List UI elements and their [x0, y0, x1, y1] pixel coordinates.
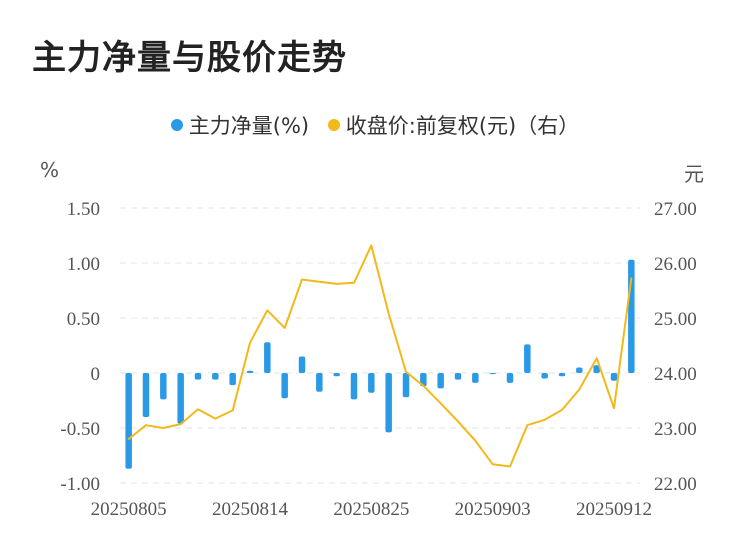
y-right-tick-label: 23.00: [654, 419, 697, 440]
x-tick-label: 20250903: [455, 499, 531, 520]
y-left-tick-label: 1.50: [67, 199, 100, 220]
x-tick-label: 20250805: [91, 499, 167, 520]
bar-main-net: [177, 373, 184, 424]
bar-main-net: [350, 373, 358, 400]
y-right-tick-label: 26.00: [654, 254, 697, 275]
y-right-tick-label: 24.00: [654, 364, 697, 385]
y-left-tick-label: -1.00: [60, 474, 100, 495]
y-right-tick-label: 27.00: [654, 199, 697, 220]
bar-main-net: [437, 373, 444, 389]
bar-main-net: [472, 373, 479, 383]
bar-main-net: [160, 373, 167, 400]
bar-main-net: [246, 370, 254, 373]
bar-main-net: [558, 373, 566, 377]
bar-main-net: [628, 259, 635, 373]
y-right-tick-label: 22.00: [654, 474, 697, 495]
bar-main-net: [368, 373, 375, 393]
legend-item-close-price[interactable]: 收盘价:前复权(元)（右）: [327, 110, 580, 140]
bar-main-net: [264, 342, 271, 373]
bar-main-net: [316, 373, 323, 392]
x-tick-label: 20250912: [576, 499, 652, 520]
bar-main-net: [576, 367, 583, 373]
bar-main-net: [524, 344, 531, 373]
bar-main-net: [489, 373, 496, 375]
bar-main-net: [454, 373, 462, 380]
legend-label-main-net: 主力净量(%): [188, 114, 310, 138]
bar-main-net: [281, 373, 288, 399]
line-close-price: [127, 244, 633, 468]
bar-main-net: [402, 373, 410, 398]
bar-main-net: [142, 373, 150, 417]
y-left-tick-label: 0.50: [67, 309, 100, 330]
bar-main-net: [420, 373, 427, 387]
legend-bar-swatch: [170, 119, 183, 131]
legend-line-swatch: [327, 119, 340, 131]
bar-main-net: [506, 373, 514, 383]
legend-label-close-price: 收盘价:前复权(元)（右）: [345, 114, 580, 138]
x-tick-label: 20250814: [212, 499, 289, 520]
chart-title: 主力净量与股价走势: [32, 38, 347, 78]
left-axis-unit: %: [40, 158, 60, 182]
y-right-tick-label: 25.00: [654, 309, 697, 330]
bar-main-net: [541, 373, 548, 379]
bar-main-net: [593, 365, 600, 373]
chart-legend: 主力净量(%) 收盘价:前复权(元)（右）: [0, 110, 750, 140]
bar-main-net: [125, 373, 132, 469]
bar-main-net: [212, 373, 219, 380]
right-axis-unit: 元: [684, 162, 704, 186]
bar-main-net: [610, 373, 618, 381]
bar-main-net: [229, 373, 236, 386]
bar-main-net: [298, 356, 306, 373]
bar-main-net: [385, 373, 392, 433]
y-left-tick-label: -0.50: [60, 419, 100, 440]
bar-main-net: [194, 373, 202, 380]
bar-main-net: [333, 373, 340, 377]
y-left-tick-label: 0: [91, 364, 101, 385]
y-left-tick-label: 1.00: [67, 254, 100, 275]
x-tick-label: 20250825: [333, 499, 409, 520]
legend-item-main-net[interactable]: 主力净量(%): [170, 110, 310, 140]
